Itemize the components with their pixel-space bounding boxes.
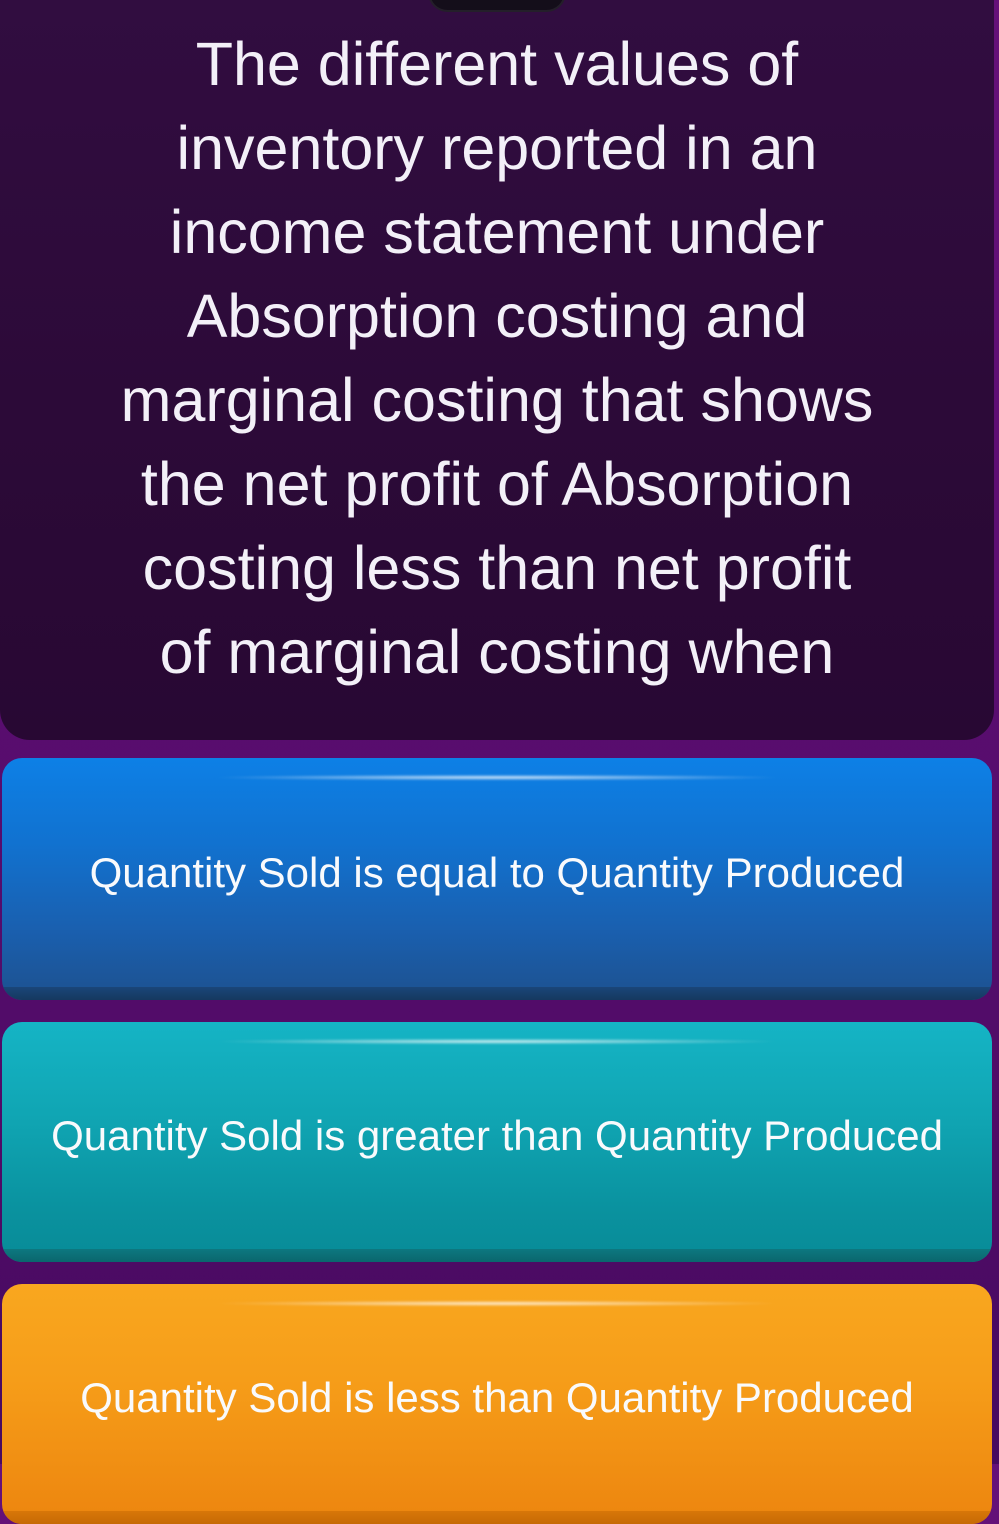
- answer-button-less[interactable]: Quantity Sold is less than Quantity Prod…: [2, 1284, 992, 1524]
- device-notch: [428, 0, 566, 12]
- question-card: The different values of inventory report…: [0, 0, 994, 740]
- answer-label: Quantity Sold is greater than Quantity P…: [51, 1112, 943, 1159]
- answer-button-equal[interactable]: Quantity Sold is equal to Quantity Produ…: [2, 758, 992, 1000]
- glare-highlight: [130, 1300, 864, 1307]
- answer-button-greater[interactable]: Quantity Sold is greater than Quantity P…: [2, 1022, 992, 1262]
- answer-label: Quantity Sold is less than Quantity Prod…: [80, 1374, 914, 1421]
- question-text: The different values of inventory report…: [120, 30, 874, 686]
- answer-label: Quantity Sold is equal to Quantity Produ…: [89, 849, 905, 896]
- glare-highlight: [130, 774, 864, 781]
- button-bevel: [2, 987, 992, 1000]
- glare-highlight: [130, 1038, 864, 1045]
- button-bevel: [2, 1249, 992, 1262]
- button-bevel: [2, 1511, 992, 1524]
